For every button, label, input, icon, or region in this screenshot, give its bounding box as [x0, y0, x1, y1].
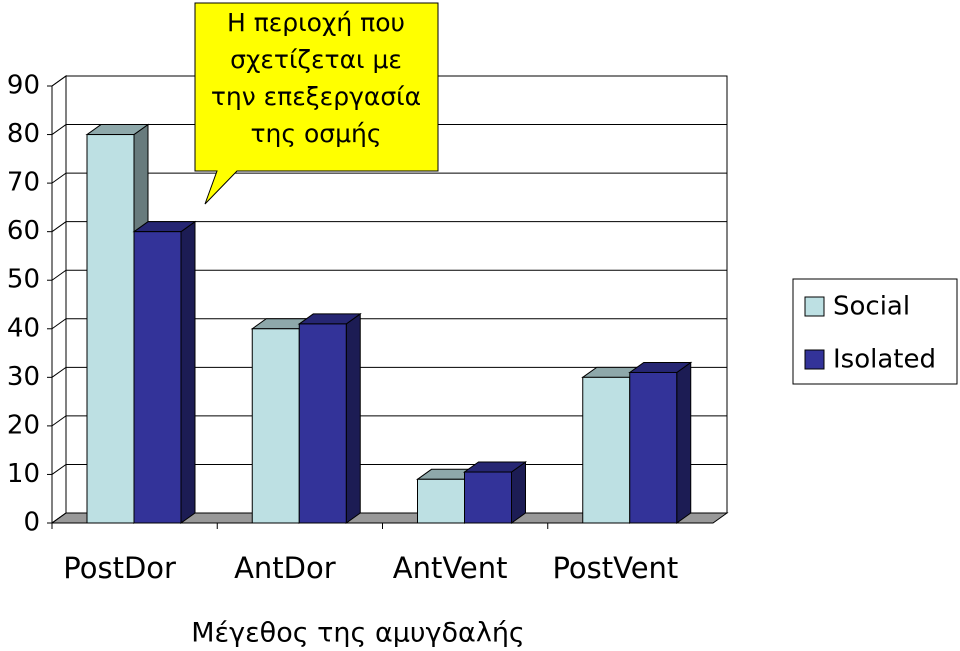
bar-side [345, 312, 361, 524]
callout-text: Η περιοχή που [227, 8, 405, 37]
bar [298, 323, 347, 524]
side-wall [51, 75, 67, 524]
grid-line [51, 172, 727, 184]
bar [133, 231, 182, 524]
legend-swatch [804, 296, 825, 317]
callout [194, 2, 439, 205]
x-tick-label: PostVent [552, 551, 678, 585]
x-tick-label: AntDor [234, 551, 336, 585]
grid-line [51, 221, 727, 233]
y-tick-label: 0 [23, 508, 40, 538]
y-tick-label: 80 [7, 119, 40, 149]
y-tick-label: 60 [7, 216, 40, 246]
grid-line [51, 124, 727, 135]
legend-swatch [804, 349, 825, 370]
grid-line [51, 366, 727, 378]
y-tick-label: 40 [7, 313, 40, 343]
x-tick-label: PostDor [63, 551, 176, 585]
legend-label: Isolated [833, 345, 936, 375]
bar [86, 134, 135, 524]
x-tick-label: AntVent [393, 551, 508, 585]
y-tick-label: 30 [7, 362, 40, 392]
legend-label: Social [833, 292, 910, 322]
y-tick-label: 90 [7, 71, 40, 101]
grid-line [51, 75, 727, 87]
grid-line [51, 318, 727, 330]
bar [417, 478, 465, 524]
x-axis-label: Μέγεθος της αμυγδαλής [191, 618, 525, 649]
bar-side [676, 361, 692, 524]
bar [251, 328, 300, 524]
callout-text: της οσμής [250, 119, 381, 148]
bar-side [511, 461, 526, 524]
bar-side [180, 220, 196, 524]
callout-text: σχετίζεται με [230, 45, 402, 74]
y-tick-label: 70 [7, 168, 40, 198]
y-tick-label: 50 [7, 265, 40, 295]
bar [464, 471, 512, 524]
grid-line [51, 415, 727, 427]
grid-line [51, 269, 727, 281]
bar [582, 376, 631, 524]
y-tick-label: 10 [7, 459, 40, 489]
bar [629, 371, 678, 524]
callout-text: την επεξεργασία [211, 82, 421, 111]
y-tick-label: 20 [7, 410, 40, 440]
